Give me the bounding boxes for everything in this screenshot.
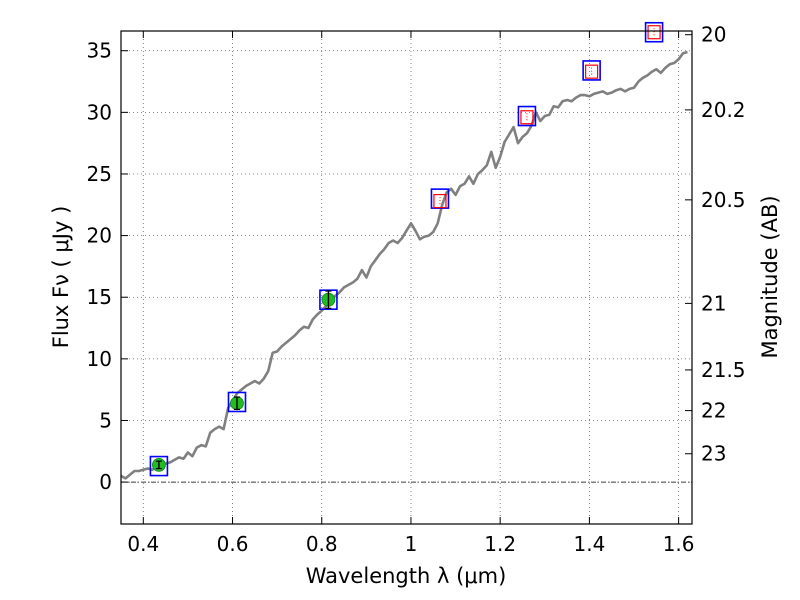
x-tick-label: 1.6 (663, 532, 695, 556)
model-photometry-point (149, 455, 169, 477)
x-tick-label: 0.8 (306, 532, 338, 556)
upper-limit-point (433, 193, 447, 209)
model-photometry-point (644, 21, 664, 43)
magnitude-tick-label: 21 (701, 291, 726, 315)
y-tick-label: 15 (87, 285, 112, 309)
y-tick-label: 10 (87, 347, 112, 371)
x-tick-label: 0.4 (127, 532, 159, 556)
sed-model-line (120, 50, 688, 480)
x-axis-label: Wavelength λ (μm) (306, 564, 507, 588)
model-photometry-point (227, 391, 247, 413)
y-tick-label: 5 (99, 408, 112, 432)
upper-limit-point (585, 64, 599, 79)
model-photometry-point (319, 289, 338, 310)
x-tick-label: 1.2 (484, 532, 516, 556)
magnitude-axis-label: Magnitude (AB) (758, 195, 782, 358)
x-tick-label: 1.4 (573, 532, 605, 556)
magnitude-tick-label: 20.2 (701, 98, 746, 122)
y-axis-label: Flux Fν ( μJy ) (49, 206, 73, 349)
x-tick-label: 1 (405, 532, 418, 556)
model-photometry-point (582, 60, 601, 81)
magnitude-tick-label: 20.5 (701, 188, 746, 212)
magnitude-tick-label: 21.5 (701, 358, 746, 382)
x-tick-label: 0.6 (217, 532, 249, 556)
y-tick-label: 20 (87, 224, 112, 248)
tick-labels: 0.4 0.6 0.8 1 1.2 1.4 1.6 0 5 10 15 20 25 30 35 20 20.2 2… (87, 23, 746, 556)
y-tick-label: 35 (87, 39, 112, 63)
gridlines (121, 31, 692, 524)
magnitude-tick-label: 22 (701, 399, 726, 423)
model-photometry-point (517, 105, 537, 127)
photometry-layer (149, 21, 664, 477)
y-tick-label: 25 (87, 162, 112, 186)
sed-model-layer (120, 50, 688, 480)
magnitude-tick-label: 20 (701, 23, 726, 47)
axis-ticks (121, 31, 692, 524)
y-tick-label: 0 (99, 470, 112, 494)
magnitude-tick-label: 23 (701, 442, 726, 466)
plot-frame (120, 30, 693, 525)
upper-limit-point (647, 25, 661, 40)
y-tick-label: 30 (87, 100, 112, 124)
upper-limit-point (520, 110, 534, 125)
